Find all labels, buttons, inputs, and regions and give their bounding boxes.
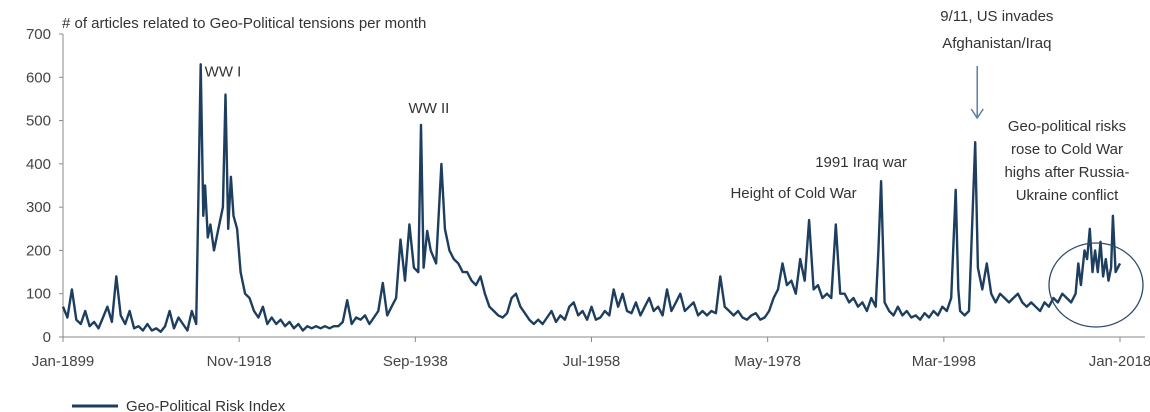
y-tick-label: 500 (26, 113, 51, 130)
y-axis-title: # of articles related to Geo-Political t… (62, 15, 426, 32)
annotation-label: 1991 Iraq war (815, 154, 907, 171)
series-line (61, 63, 1122, 333)
x-tick-label: Jan-2018 (1089, 353, 1150, 370)
y-tick-label: 200 (26, 242, 51, 259)
y-tick-label: 300 (26, 199, 51, 216)
y-tick-label: 700 (26, 26, 51, 43)
annotation-label: Geo-political risks (1008, 118, 1126, 135)
annotation-label: 9/11, US invades (940, 8, 1053, 25)
x-tick-label: Jan-1899 (32, 353, 95, 370)
annotation-arrowhead (970, 108, 984, 120)
annotation-label: WW II (409, 100, 450, 117)
x-tick-label: Sep-1938 (383, 353, 448, 370)
annotation-label: Height of Cold War (730, 185, 856, 202)
y-tick-label: 600 (26, 69, 51, 86)
annotation-circle (1048, 242, 1144, 328)
x-tick-label: Jul-1958 (563, 353, 621, 370)
annotation-label: Afghanistan/Iraq (942, 35, 1051, 52)
x-tick-label: Mar-1998 (912, 353, 976, 370)
y-tick-label: 100 (26, 286, 51, 303)
y-tick-label: 0 (43, 329, 51, 346)
annotation-label: rose to Cold War (1011, 141, 1123, 158)
annotation-label: WW I (205, 63, 242, 80)
y-tick-label: 400 (26, 156, 51, 173)
x-tick-label: May-1978 (734, 353, 801, 370)
legend-label: Geo-Political Risk Index (126, 398, 286, 412)
annotation-label: highs after Russia- (1004, 164, 1129, 181)
annotation-label: Ukraine conflict (1016, 187, 1119, 204)
x-tick-label: Nov-1918 (207, 353, 272, 370)
